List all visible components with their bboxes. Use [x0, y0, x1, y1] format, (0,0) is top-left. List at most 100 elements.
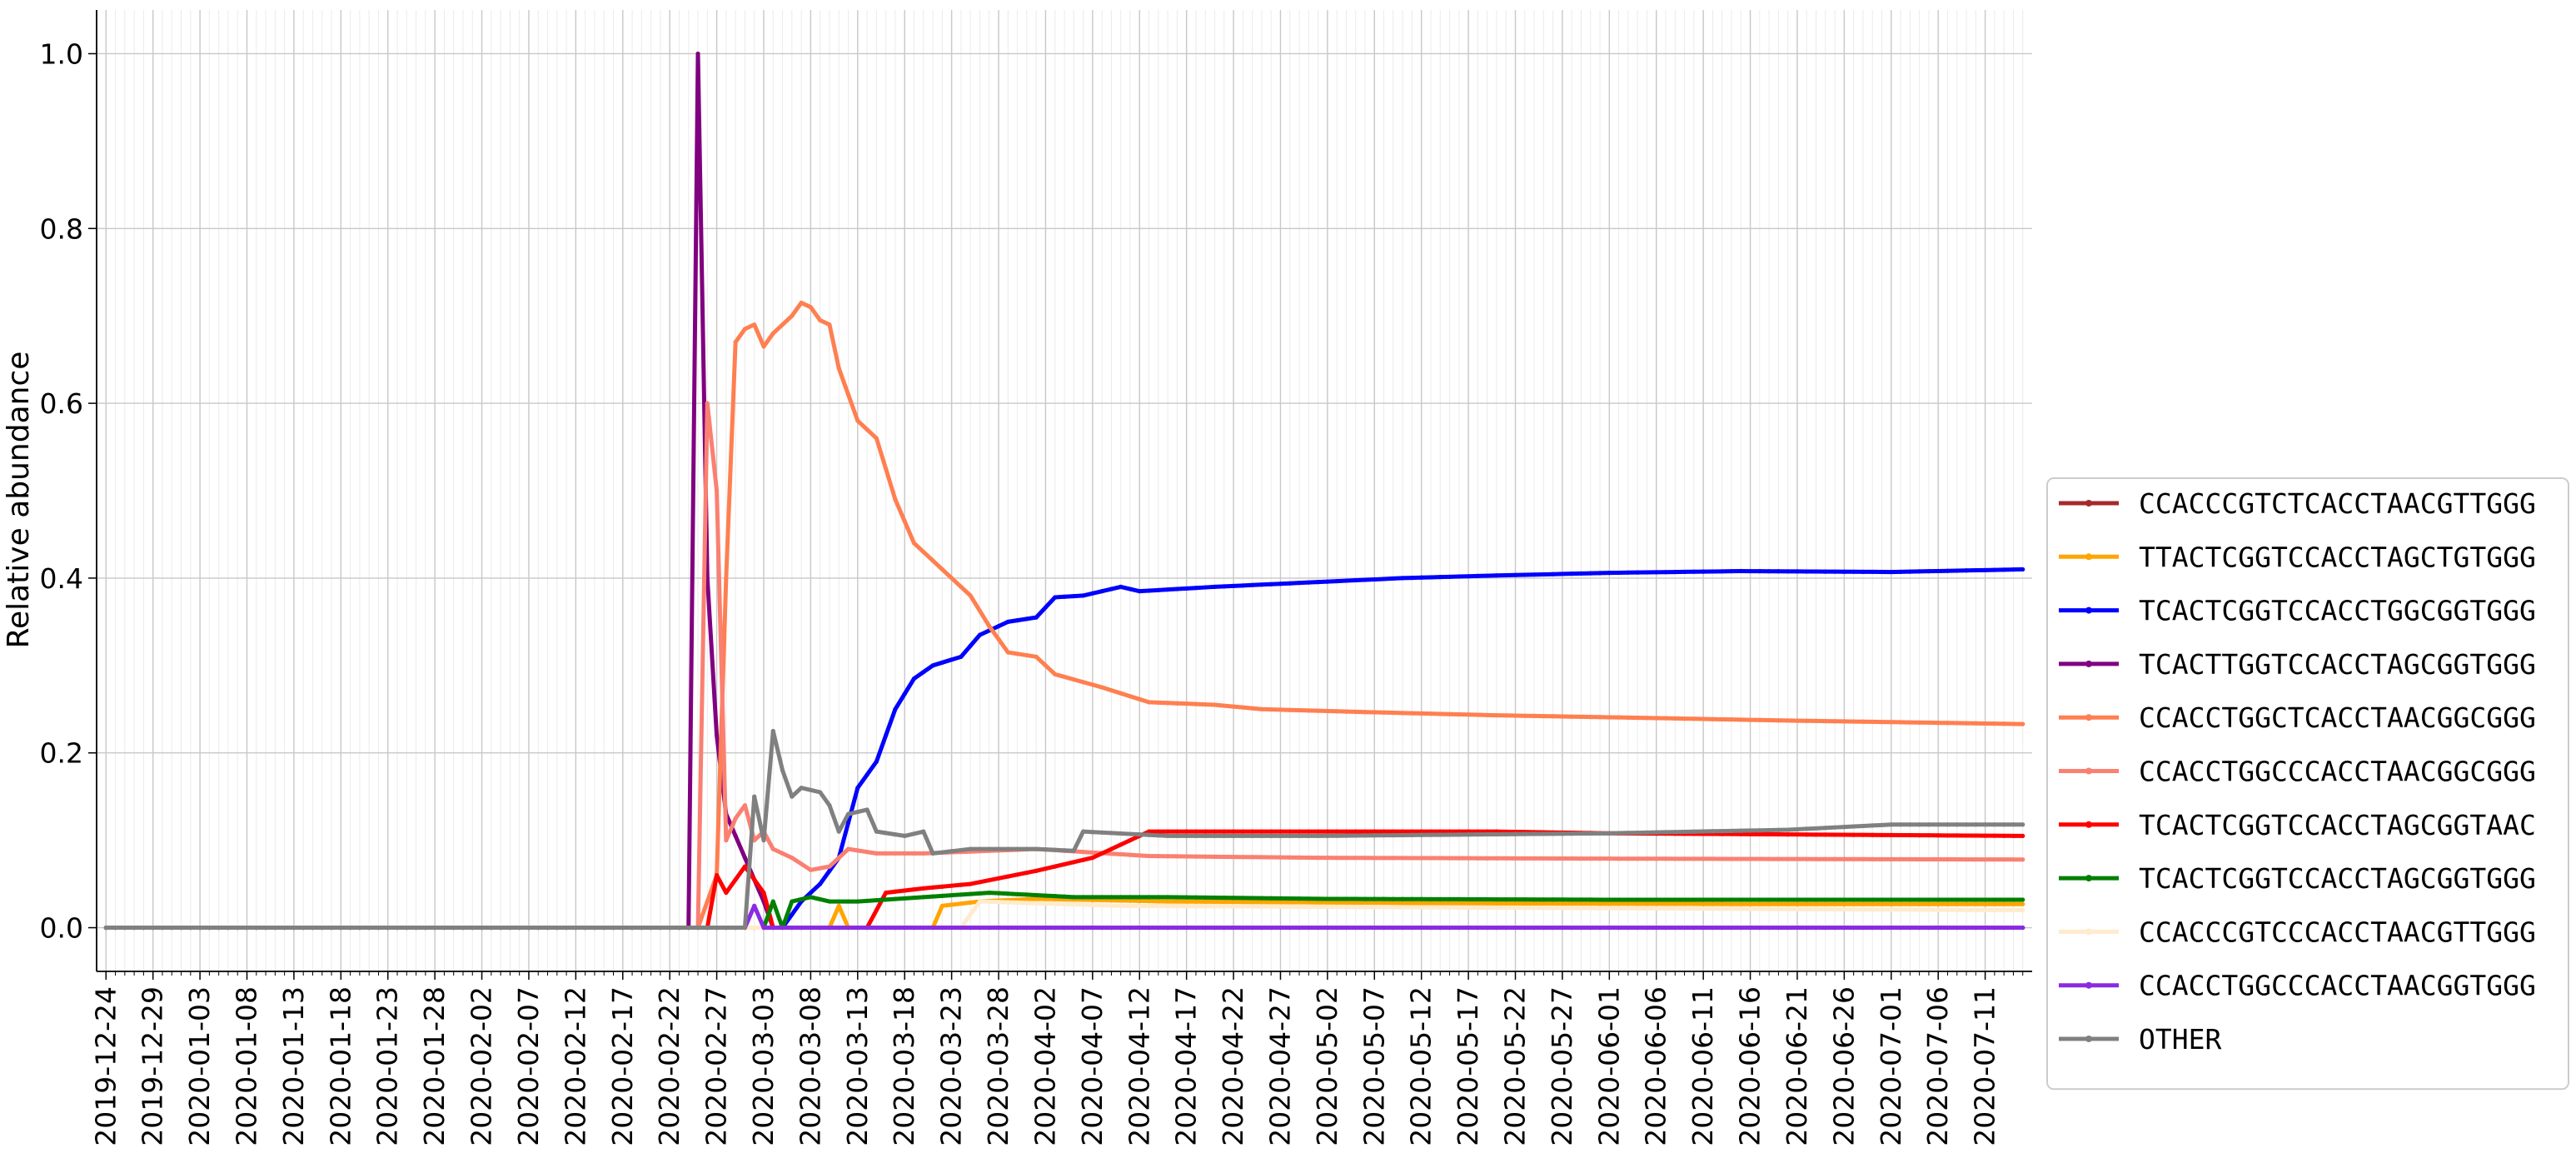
data-point — [141, 925, 147, 931]
data-point — [1945, 833, 1951, 838]
data-point — [169, 925, 174, 931]
data-point — [1823, 569, 1828, 574]
data-point — [864, 772, 869, 777]
data-point — [884, 851, 889, 856]
x-tick-label: 2020-04-17 — [1170, 986, 1203, 1146]
data-point — [1437, 711, 1442, 716]
data-point — [1212, 904, 1218, 909]
data-point — [1353, 896, 1358, 901]
data-point — [1419, 901, 1424, 906]
data-point — [1165, 854, 1170, 859]
data-point — [1193, 925, 1198, 931]
data-point — [2010, 897, 2016, 902]
data-point — [1786, 832, 1791, 837]
data-point — [1447, 829, 1452, 834]
legend-item: TCACTCGGTCCACCTAGCGGTAAC — [2059, 809, 2536, 841]
data-point — [1992, 567, 1997, 572]
data-point — [1381, 577, 1387, 581]
data-point — [845, 821, 851, 826]
data-point — [1353, 856, 1358, 861]
data-point — [1240, 896, 1245, 901]
data-point — [1663, 901, 1668, 906]
data-point — [1119, 895, 1124, 900]
data-point — [1250, 925, 1255, 931]
data-point — [1222, 925, 1227, 931]
legend-label: OTHER — [2139, 1023, 2221, 1056]
data-point — [1419, 711, 1424, 716]
data-point — [1005, 925, 1010, 931]
legend-marker — [2085, 928, 2092, 936]
data-point — [1005, 650, 1010, 655]
data-point — [1795, 832, 1800, 837]
data-point — [1363, 896, 1368, 901]
data-point — [2020, 907, 2025, 913]
data-point — [1437, 856, 1442, 861]
data-point — [1288, 904, 1293, 909]
data-point — [1457, 832, 1462, 837]
data-point — [507, 925, 512, 931]
data-point — [874, 925, 879, 931]
data-point — [1560, 897, 1565, 902]
data-point — [968, 846, 973, 851]
data-point — [1222, 896, 1227, 901]
data-point — [1879, 569, 1885, 575]
data-point — [1795, 906, 1800, 911]
data-point — [1014, 651, 1020, 656]
legend-item: CCACCTGGCCCACCTAACGGTGGG — [2059, 970, 2536, 1002]
data-point — [1428, 832, 1433, 837]
data-point — [1917, 720, 1922, 725]
data-point — [1447, 832, 1452, 837]
data-point — [1597, 897, 1602, 902]
data-point — [1757, 828, 1762, 833]
x-tick-label: 2020-03-13 — [841, 986, 874, 1146]
data-point — [1325, 904, 1330, 910]
data-point — [601, 925, 606, 931]
data-point — [1391, 576, 1396, 581]
data-point — [1062, 848, 1067, 853]
data-point — [1672, 830, 1677, 835]
data-point — [818, 896, 823, 902]
data-point — [1992, 721, 1997, 726]
data-point — [705, 925, 710, 931]
data-point — [1898, 925, 1903, 931]
data-point — [1475, 856, 1480, 861]
data-point — [1841, 901, 1846, 906]
data-point — [1512, 906, 1518, 911]
data-point — [1334, 833, 1339, 838]
data-point — [1437, 832, 1442, 837]
data-point — [1288, 581, 1293, 586]
data-point — [770, 728, 775, 734]
data-point — [874, 436, 879, 441]
x-tick-label: 2020-04-22 — [1217, 986, 1249, 1146]
data-point — [1964, 907, 1969, 912]
data-point — [1973, 833, 1978, 838]
data-point — [1644, 570, 1650, 575]
data-point — [1503, 572, 1508, 578]
data-point — [1635, 906, 1640, 911]
data-point — [1062, 901, 1067, 906]
data-point — [479, 925, 485, 931]
data-point — [1710, 906, 1716, 911]
data-point — [263, 925, 268, 931]
data-point — [1174, 586, 1179, 591]
data-point — [864, 427, 869, 432]
data-point — [649, 925, 654, 931]
data-point — [1607, 831, 1612, 836]
data-point — [1428, 925, 1433, 931]
data-point — [1861, 897, 1866, 902]
data-point — [884, 925, 889, 931]
data-point — [1005, 900, 1010, 905]
data-point — [1588, 856, 1593, 861]
data-point — [1014, 900, 1020, 906]
data-point — [441, 925, 447, 931]
data-point — [461, 925, 466, 931]
data-point — [272, 925, 277, 931]
data-point — [1053, 595, 1058, 600]
data-point — [1907, 897, 1912, 902]
data-point — [1588, 897, 1593, 902]
data-point — [1663, 830, 1668, 835]
data-point — [1109, 851, 1114, 856]
data-point — [1512, 572, 1518, 577]
data-point — [790, 912, 795, 917]
data-point — [770, 331, 775, 336]
